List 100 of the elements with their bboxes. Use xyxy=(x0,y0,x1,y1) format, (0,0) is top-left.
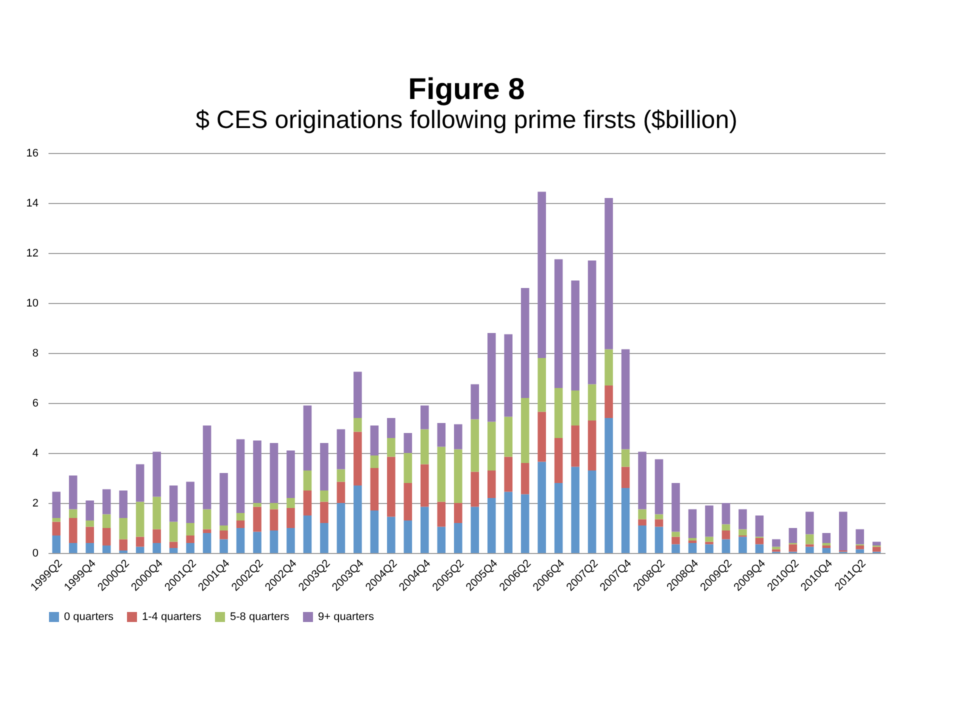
bar xyxy=(755,516,764,537)
y-tick-label: 10 xyxy=(26,298,38,310)
bar xyxy=(320,523,328,553)
bar xyxy=(705,544,714,553)
bar xyxy=(571,466,580,553)
bar xyxy=(370,456,379,468)
bar xyxy=(86,520,94,527)
bar xyxy=(705,506,714,537)
bar xyxy=(303,406,312,470)
bar xyxy=(202,533,212,553)
bar xyxy=(688,509,697,538)
y-tick-label: 4 xyxy=(32,448,38,460)
bar xyxy=(387,418,396,438)
bar xyxy=(387,438,396,457)
bar xyxy=(119,539,128,550)
bar xyxy=(303,490,312,516)
bar xyxy=(638,526,646,553)
bar xyxy=(370,468,379,510)
bar xyxy=(320,502,328,523)
bar xyxy=(370,426,379,456)
bar xyxy=(788,544,798,552)
bar xyxy=(220,539,228,553)
bar xyxy=(437,502,446,527)
bar xyxy=(554,259,563,388)
bar xyxy=(571,280,580,390)
bar xyxy=(68,543,78,553)
bar xyxy=(354,432,362,486)
bar xyxy=(387,456,396,517)
bar xyxy=(136,464,144,502)
bar xyxy=(253,440,262,503)
bar xyxy=(806,546,814,553)
bar xyxy=(52,492,61,518)
bar xyxy=(286,450,295,498)
bar xyxy=(520,463,530,494)
bar xyxy=(202,529,212,533)
y-tick-label: 6 xyxy=(32,398,38,410)
bar xyxy=(588,384,596,420)
bar xyxy=(286,508,295,528)
bar xyxy=(604,198,613,350)
bar xyxy=(504,416,512,457)
bar xyxy=(672,536,680,544)
bar xyxy=(152,543,161,553)
bar xyxy=(420,406,429,430)
bar xyxy=(654,459,664,514)
bar xyxy=(102,546,111,553)
bar xyxy=(320,490,328,502)
bar xyxy=(487,470,496,498)
bar xyxy=(169,542,178,548)
bar xyxy=(520,398,530,463)
bar xyxy=(722,530,730,540)
bar xyxy=(654,514,664,520)
y-tick-label: 8 xyxy=(32,348,38,360)
bar xyxy=(86,526,94,543)
bar xyxy=(86,500,94,520)
bar xyxy=(336,429,346,470)
bar xyxy=(320,443,328,490)
bar xyxy=(102,489,111,514)
bar xyxy=(822,533,831,543)
bar xyxy=(554,388,563,438)
bar xyxy=(621,488,630,553)
legend-label: 5-8 quarters xyxy=(230,611,290,623)
bar xyxy=(354,418,362,432)
bar xyxy=(872,542,881,546)
bar xyxy=(604,349,613,386)
y-tick-label: 14 xyxy=(26,198,38,210)
bar xyxy=(220,473,228,526)
bar xyxy=(571,390,580,426)
bar xyxy=(202,426,212,510)
bar xyxy=(404,483,412,520)
bar xyxy=(755,544,764,553)
bar xyxy=(186,523,194,536)
bar xyxy=(336,482,346,503)
bar xyxy=(504,456,512,492)
bar xyxy=(270,509,278,530)
bar xyxy=(236,439,245,513)
bar xyxy=(504,492,512,553)
legend-label: 0 quarters xyxy=(64,611,114,623)
bar xyxy=(68,476,78,510)
bar xyxy=(236,520,245,528)
bar xyxy=(68,518,78,543)
bar xyxy=(136,502,144,537)
bar xyxy=(588,470,596,553)
bar xyxy=(806,512,814,534)
bar xyxy=(186,543,194,553)
bar xyxy=(102,514,111,528)
bar xyxy=(672,532,680,537)
bar xyxy=(806,544,814,547)
bar xyxy=(169,486,178,522)
bar xyxy=(420,429,429,464)
bar xyxy=(772,549,780,552)
y-tick-label: 16 xyxy=(26,148,38,160)
bar xyxy=(404,520,412,553)
bar xyxy=(538,412,546,462)
bar xyxy=(119,490,128,518)
bar xyxy=(738,536,747,553)
bar xyxy=(370,510,379,553)
bar xyxy=(538,192,546,358)
bar xyxy=(638,452,646,510)
bar xyxy=(270,443,278,503)
y-tick-label: 12 xyxy=(26,248,38,260)
